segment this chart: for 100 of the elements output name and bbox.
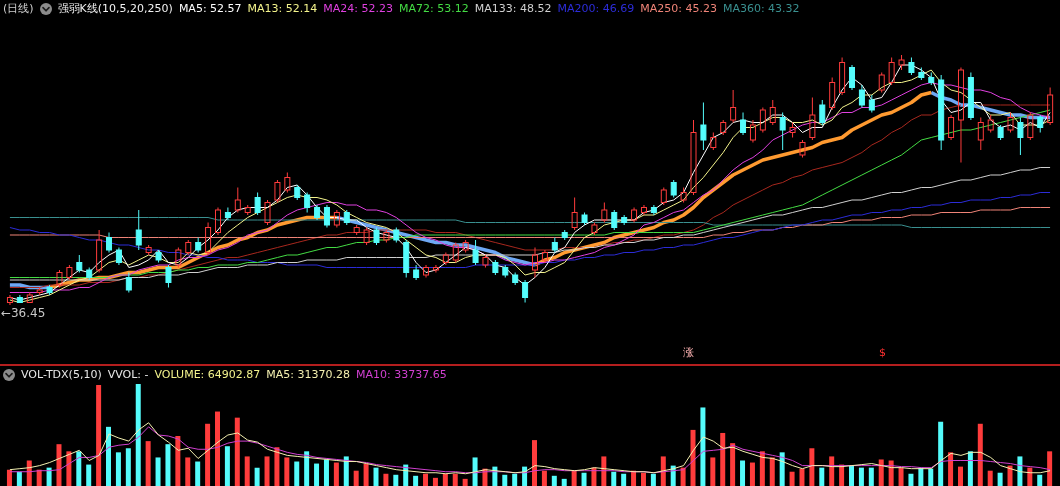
bar (551, 475, 557, 486)
text: MA250: 45.23 (640, 2, 717, 16)
bar (432, 477, 438, 486)
bar (274, 447, 280, 486)
text: MA360: 43.32 (722, 2, 800, 16)
candlestick (541, 249, 548, 263)
bar (858, 467, 864, 486)
bar (977, 423, 983, 486)
bar (601, 456, 607, 486)
bar (730, 443, 736, 486)
bar (244, 456, 250, 486)
bar (343, 456, 349, 486)
bar (452, 473, 458, 486)
candlestick (423, 264, 430, 278)
bar (799, 468, 805, 486)
bar (759, 451, 765, 486)
chart-title: VOL-TDX(5,10) (21, 368, 102, 382)
bar (650, 473, 656, 486)
bar (591, 467, 597, 486)
bar (165, 444, 171, 486)
bar (383, 473, 389, 486)
bar (323, 459, 329, 486)
candlestick (432, 264, 439, 273)
bar (631, 470, 637, 486)
bar (115, 452, 121, 486)
bar (769, 457, 775, 486)
bar (928, 468, 934, 486)
bar (898, 467, 904, 486)
bar (700, 407, 706, 486)
bar (195, 461, 201, 486)
bar (1007, 465, 1013, 486)
text: MA5: 52.57 (178, 2, 242, 16)
bar (205, 423, 211, 486)
bar (442, 473, 448, 486)
bar (393, 474, 399, 486)
candlestick (522, 279, 529, 303)
bar (809, 448, 815, 486)
bar (819, 467, 825, 486)
chart-title: (日线) (3, 2, 34, 16)
bar (938, 421, 944, 486)
candlestick (532, 247, 538, 278)
bar (680, 467, 686, 486)
bar (175, 436, 181, 486)
bar (472, 457, 478, 486)
candlestick (224, 207, 231, 221)
candlestick (740, 112, 747, 136)
bar (690, 429, 696, 486)
bar (561, 478, 567, 486)
bar (640, 472, 646, 486)
bar (997, 472, 1003, 486)
bar (155, 457, 161, 486)
bar (185, 457, 191, 486)
bar (353, 470, 359, 486)
bar (779, 452, 785, 486)
text: MA133: 48.52 (474, 2, 552, 16)
bar (106, 426, 112, 486)
bar (908, 473, 914, 486)
candlestick (730, 89, 737, 123)
bar (571, 470, 577, 486)
bar (413, 475, 419, 486)
bar (96, 385, 102, 486)
bar (462, 478, 468, 486)
bar (918, 467, 924, 486)
bar (16, 471, 22, 486)
candlestick (640, 204, 647, 216)
bar (264, 456, 270, 486)
text: $ (879, 346, 886, 360)
candlestick (314, 204, 321, 221)
bar (1047, 451, 1053, 486)
bar (710, 457, 716, 486)
bar (581, 472, 587, 486)
bar (214, 411, 220, 486)
text: MA5: 31370.28 (266, 368, 350, 382)
bar (423, 473, 429, 486)
bar (611, 471, 617, 486)
bar (849, 465, 855, 486)
bar (868, 467, 874, 486)
bar (145, 441, 151, 486)
candlestick (749, 119, 756, 143)
candlestick (333, 209, 340, 228)
text: MA24: 52.23 (323, 2, 394, 16)
bar (125, 448, 131, 486)
bar (948, 452, 954, 486)
bar (56, 444, 62, 486)
text: MA72: 53.12 (399, 2, 469, 16)
candlestick (1047, 87, 1054, 126)
bar (333, 462, 339, 486)
candlestick (849, 64, 856, 91)
bar (532, 440, 537, 486)
bar (76, 451, 82, 486)
text: MA10: 33737.65 (355, 368, 447, 382)
text: 涨 (683, 346, 694, 360)
bar (502, 474, 508, 486)
bar (621, 473, 627, 486)
candlestick (413, 264, 420, 281)
bar (987, 470, 993, 486)
bar (363, 463, 369, 486)
bar (224, 446, 230, 486)
chart-subtitle: 强弱K线(10,5,20,250) (57, 2, 173, 16)
text: MA200: 46.69 (557, 2, 635, 16)
